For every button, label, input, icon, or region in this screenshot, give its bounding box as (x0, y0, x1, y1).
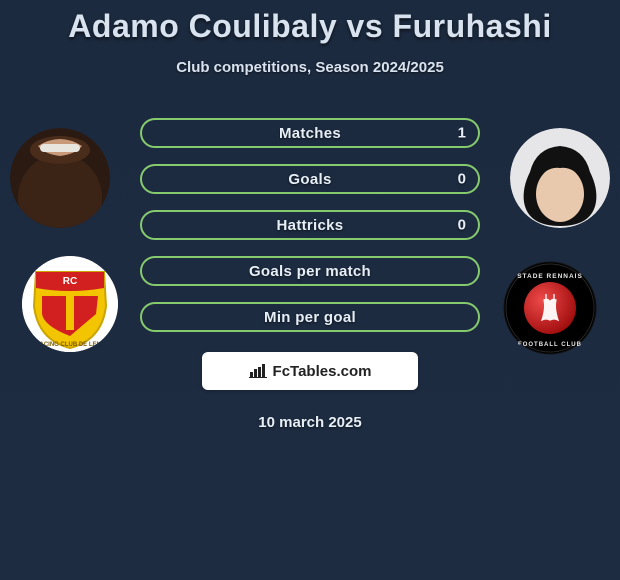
club-right-logo: STADE RENNAIS FOOTBALL CLUB (502, 260, 598, 356)
stat-label: Min per goal (264, 309, 356, 326)
stat-label: Goals (288, 171, 331, 188)
svg-text:STADE RENNAIS: STADE RENNAIS (517, 273, 583, 280)
chart-icon (249, 364, 267, 378)
club-left-logo-svg: RC RACING CLUB DE LENS (22, 256, 118, 352)
stat-row: Min per goal (140, 302, 480, 332)
player-left-avatar (10, 128, 110, 228)
svg-text:RC: RC (63, 276, 77, 287)
page-title: Adamo Coulibaly vs Furuhashi (0, 8, 620, 45)
player-right-avatar (510, 128, 610, 228)
comparison-card: Adamo Coulibaly vs Furuhashi Club compet… (0, 0, 620, 580)
stat-row: Hattricks 0 (140, 210, 480, 240)
svg-text:FOOTBALL CLUB: FOOTBALL CLUB (518, 342, 582, 348)
stat-right-value: 0 (458, 171, 466, 188)
club-left-logo: RC RACING CLUB DE LENS (22, 256, 118, 352)
stat-right-value: 1 (458, 125, 466, 142)
stat-row: Goals per match (140, 256, 480, 286)
player-right-avatar-svg (510, 128, 610, 228)
stat-row: Goals 0 (140, 164, 480, 194)
brand-label: FcTables.com (273, 363, 372, 380)
stat-right-value: 0 (458, 217, 466, 234)
stat-label: Goals per match (249, 263, 371, 280)
player-left-avatar-svg (10, 128, 110, 228)
stat-label: Hattricks (277, 217, 344, 234)
date-label: 10 march 2025 (0, 414, 620, 431)
stat-label: Matches (279, 125, 341, 142)
subtitle: Club competitions, Season 2024/2025 (0, 59, 620, 76)
club-right-logo-svg: STADE RENNAIS FOOTBALL CLUB (502, 260, 598, 356)
stat-row: Matches 1 (140, 118, 480, 148)
svg-text:RACING CLUB DE LENS: RACING CLUB DE LENS (35, 342, 105, 348)
brand-badge[interactable]: FcTables.com (202, 352, 418, 390)
